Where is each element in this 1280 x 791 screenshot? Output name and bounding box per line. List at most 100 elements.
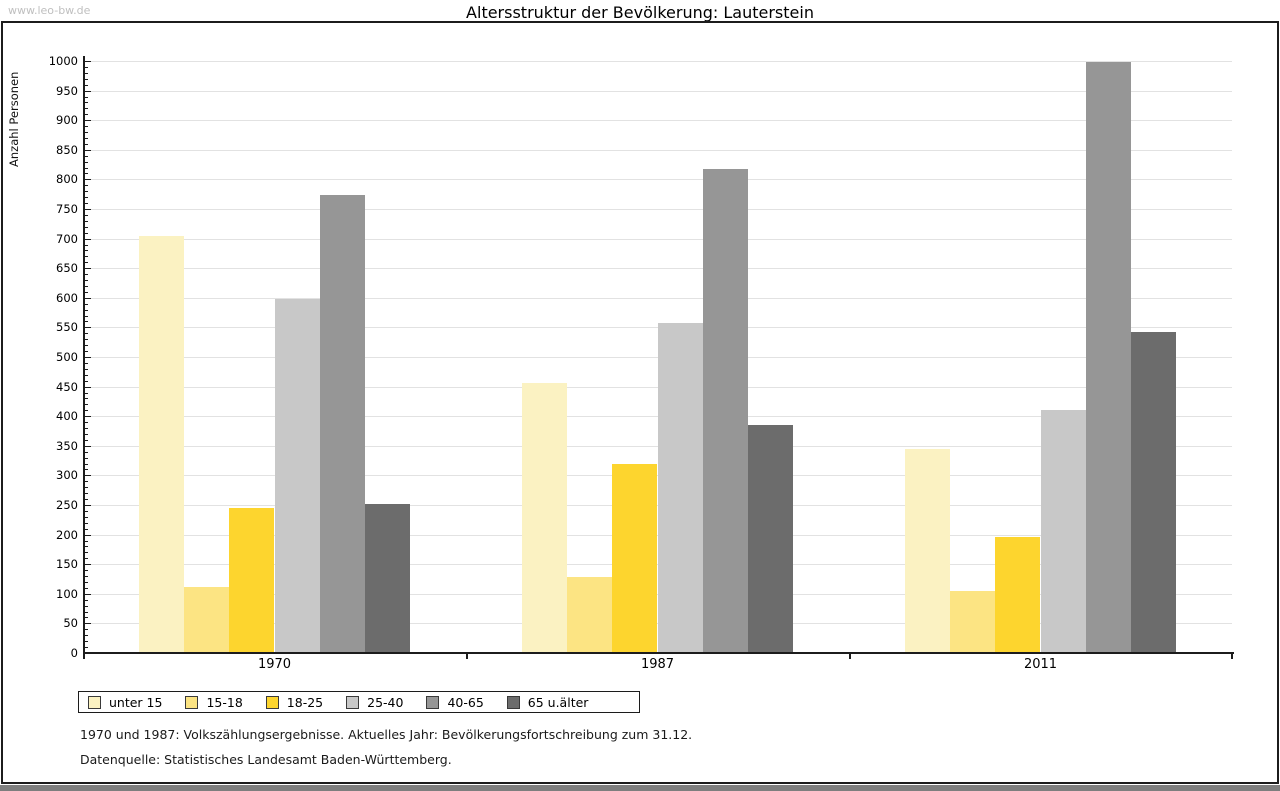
y-minor-tick xyxy=(85,250,88,252)
y-tick-label-0: 0 xyxy=(70,646,78,660)
y-tick-label-600: 600 xyxy=(56,290,78,305)
y-minor-tick xyxy=(85,581,88,583)
y-minor-tick xyxy=(85,303,88,305)
bar-2011-65-u.älter xyxy=(1130,331,1177,653)
bar-1987-40-65 xyxy=(702,169,748,653)
y-major-tick-700 xyxy=(85,238,91,240)
x-axis-line xyxy=(83,652,1234,654)
gridline-600 xyxy=(84,297,1232,299)
y-minor-tick xyxy=(85,72,88,74)
footnote-sources: 1970 und 1987: Volkszählungsergebnisse. … xyxy=(80,727,693,742)
y-minor-tick xyxy=(85,528,88,530)
y-minor-tick xyxy=(85,280,88,282)
x-category-label-2011: 2011 xyxy=(1023,657,1058,672)
bar-2011-unter-15 xyxy=(904,448,951,653)
y-minor-tick xyxy=(85,380,88,382)
y-minor-tick xyxy=(85,191,88,193)
y-minor-tick xyxy=(85,392,88,394)
gridline-650 xyxy=(84,268,1232,270)
y-minor-tick xyxy=(85,143,88,145)
legend-label: 18-25 xyxy=(286,694,324,710)
y-minor-tick xyxy=(85,487,88,489)
legend-item-15-18: 15-18 xyxy=(185,695,243,710)
y-major-tick-150 xyxy=(85,564,91,566)
legend-item-unter-15: unter 15 xyxy=(88,695,162,710)
y-minor-tick xyxy=(85,617,88,619)
y-minor-tick xyxy=(85,78,88,80)
y-minor-tick xyxy=(85,422,88,424)
legend-item-25-40: 25-40 xyxy=(346,695,403,710)
y-major-tick-550 xyxy=(85,327,91,329)
y-tick-label-950: 950 xyxy=(56,83,78,98)
y-minor-tick xyxy=(85,570,88,572)
y-minor-tick xyxy=(85,126,88,128)
y-minor-tick xyxy=(85,439,88,441)
y-tick-label-400: 400 xyxy=(56,409,78,424)
y-minor-tick xyxy=(85,641,88,643)
y-minor-tick xyxy=(85,167,88,169)
y-minor-tick xyxy=(85,410,88,412)
page-title: Altersstruktur der Bevölkerung: Lauterst… xyxy=(0,3,1280,22)
y-major-tick-950 xyxy=(85,90,91,92)
y-major-tick-0 xyxy=(85,653,91,654)
y-major-tick-200 xyxy=(85,534,91,536)
x-category-label-1970: 1970 xyxy=(257,657,292,672)
y-minor-tick xyxy=(85,493,88,495)
y-minor-tick xyxy=(85,522,88,524)
y-minor-tick xyxy=(85,66,88,68)
y-major-tick-350 xyxy=(85,445,91,447)
gridline-950 xyxy=(84,90,1232,92)
y-minor-tick xyxy=(85,404,88,406)
y-major-tick-800 xyxy=(85,179,91,181)
x-boundary-tick xyxy=(849,654,851,659)
y-tick-label-650: 650 xyxy=(56,261,78,276)
bar-1970-unter-15 xyxy=(138,236,185,653)
bar-2011-40-65 xyxy=(1085,62,1131,653)
legend-label: unter 15 xyxy=(109,694,163,710)
bar-1970-25-40 xyxy=(274,298,320,653)
y-minor-tick xyxy=(85,605,88,607)
legend-label: 25-40 xyxy=(367,694,404,710)
y-minor-tick xyxy=(85,552,88,554)
y-minor-tick xyxy=(85,546,88,548)
y-minor-tick xyxy=(85,185,88,187)
y-minor-tick xyxy=(85,374,88,376)
x-boundary-tick xyxy=(83,654,85,659)
y-minor-tick xyxy=(85,321,88,323)
y-tick-label-900: 900 xyxy=(56,113,78,128)
y-major-tick-750 xyxy=(85,209,91,210)
bar-2011-15-18 xyxy=(950,590,996,653)
gridline-1000 xyxy=(84,61,1232,62)
y-minor-tick xyxy=(85,433,88,435)
y-minor-tick xyxy=(85,262,88,264)
gridline-800 xyxy=(84,179,1232,181)
y-axis-title: Anzahl Personen xyxy=(7,71,21,167)
gridline-700 xyxy=(84,238,1232,240)
y-minor-tick xyxy=(85,285,88,287)
gridline-850 xyxy=(84,149,1232,151)
y-tick-label-150: 150 xyxy=(56,557,78,572)
y-minor-tick xyxy=(85,203,88,205)
y-major-tick-500 xyxy=(85,357,91,358)
y-minor-tick xyxy=(85,558,88,560)
gridline-900 xyxy=(84,120,1232,122)
y-minor-tick xyxy=(85,114,88,116)
y-major-tick-450 xyxy=(85,386,91,388)
y-minor-tick xyxy=(85,587,88,589)
bar-1987-65-u.älter xyxy=(747,425,794,653)
y-minor-tick xyxy=(85,599,88,601)
y-minor-tick xyxy=(85,469,88,471)
y-minor-tick xyxy=(85,132,88,134)
y-tick-label-50: 50 xyxy=(63,616,78,631)
y-major-tick-250 xyxy=(85,505,91,506)
bar-1970-40-65 xyxy=(319,195,365,653)
y-tick-label-300: 300 xyxy=(56,468,78,483)
y-major-tick-300 xyxy=(85,475,91,477)
y-minor-tick xyxy=(85,197,88,199)
y-minor-tick xyxy=(85,256,88,258)
watermark-leo-bw: www.leo-bw.de xyxy=(8,4,91,17)
y-minor-tick xyxy=(85,540,88,542)
legend-item-65-u.älter: 65 u.älter xyxy=(506,695,588,710)
bar-1987-unter-15 xyxy=(521,383,568,653)
y-major-tick-650 xyxy=(85,268,91,270)
